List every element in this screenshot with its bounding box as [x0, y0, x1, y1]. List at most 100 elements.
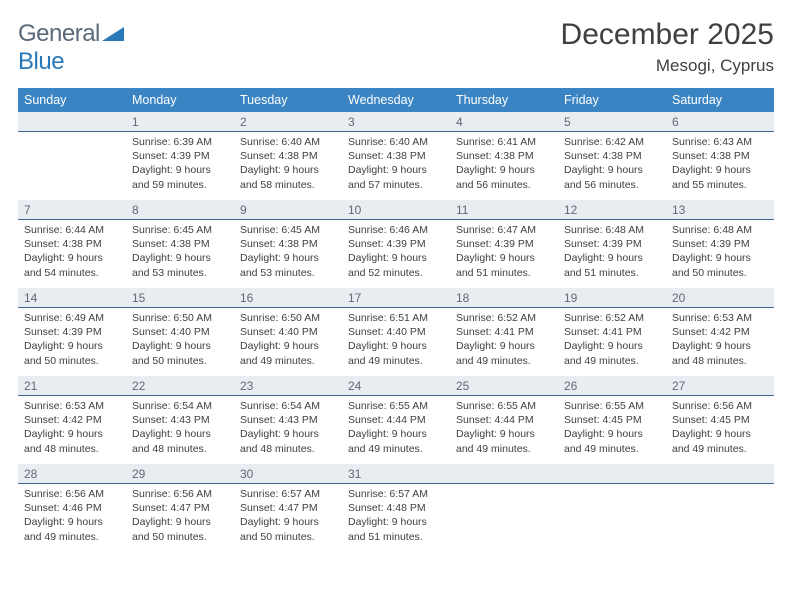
- sunrise-line: Sunrise: 6:40 AM: [348, 135, 444, 149]
- brand-part2: Blue: [18, 48, 64, 75]
- day-number-bar: 8: [126, 200, 234, 220]
- daylight-line: Daylight: 9 hours and 50 minutes.: [672, 251, 768, 279]
- sunset-line: Sunset: 4:39 PM: [456, 237, 552, 251]
- sunrise-line: Sunrise: 6:49 AM: [24, 311, 120, 325]
- day-number-bar: 15: [126, 288, 234, 308]
- day-body: Sunrise: 6:55 AMSunset: 4:44 PMDaylight:…: [450, 396, 558, 462]
- day-cell: 20Sunrise: 6:53 AMSunset: 4:42 PMDayligh…: [666, 288, 774, 376]
- header: GeneralBlue December 2025 Mesogi, Cyprus: [18, 20, 774, 76]
- day-cell: 1Sunrise: 6:39 AMSunset: 4:39 PMDaylight…: [126, 112, 234, 200]
- daylight-line: Daylight: 9 hours and 52 minutes.: [348, 251, 444, 279]
- day-cell: 9Sunrise: 6:45 AMSunset: 4:38 PMDaylight…: [234, 200, 342, 288]
- day-number-bar: 30: [234, 464, 342, 484]
- daylight-line: Daylight: 9 hours and 53 minutes.: [132, 251, 228, 279]
- day-number-bar: 6: [666, 112, 774, 132]
- day-number-bar: 23: [234, 376, 342, 396]
- day-body: Sunrise: 6:53 AMSunset: 4:42 PMDaylight:…: [666, 308, 774, 374]
- day-cell: [450, 464, 558, 552]
- day-number-bar: 1: [126, 112, 234, 132]
- daylight-line: Daylight: 9 hours and 53 minutes.: [240, 251, 336, 279]
- sunset-line: Sunset: 4:38 PM: [456, 149, 552, 163]
- day-cell: 29Sunrise: 6:56 AMSunset: 4:47 PMDayligh…: [126, 464, 234, 552]
- daylight-line: Daylight: 9 hours and 49 minutes.: [672, 427, 768, 455]
- day-cell: 15Sunrise: 6:50 AMSunset: 4:40 PMDayligh…: [126, 288, 234, 376]
- day-body: Sunrise: 6:45 AMSunset: 4:38 PMDaylight:…: [234, 220, 342, 286]
- day-cell: 5Sunrise: 6:42 AMSunset: 4:38 PMDaylight…: [558, 112, 666, 200]
- sunset-line: Sunset: 4:38 PM: [132, 237, 228, 251]
- day-cell: 17Sunrise: 6:51 AMSunset: 4:40 PMDayligh…: [342, 288, 450, 376]
- day-body: Sunrise: 6:43 AMSunset: 4:38 PMDaylight:…: [666, 132, 774, 198]
- sunrise-line: Sunrise: 6:48 AM: [564, 223, 660, 237]
- sunset-line: Sunset: 4:39 PM: [132, 149, 228, 163]
- daylight-line: Daylight: 9 hours and 57 minutes.: [348, 163, 444, 191]
- day-body: Sunrise: 6:48 AMSunset: 4:39 PMDaylight:…: [558, 220, 666, 286]
- daylight-line: Daylight: 9 hours and 50 minutes.: [132, 515, 228, 543]
- day-cell: 12Sunrise: 6:48 AMSunset: 4:39 PMDayligh…: [558, 200, 666, 288]
- daylight-line: Daylight: 9 hours and 49 minutes.: [348, 427, 444, 455]
- week-row: 21Sunrise: 6:53 AMSunset: 4:42 PMDayligh…: [18, 376, 774, 464]
- sunset-line: Sunset: 4:40 PM: [132, 325, 228, 339]
- day-body: Sunrise: 6:46 AMSunset: 4:39 PMDaylight:…: [342, 220, 450, 286]
- day-number-bar: 2: [234, 112, 342, 132]
- calendar: SundayMondayTuesdayWednesdayThursdayFrid…: [18, 88, 774, 552]
- day-number-bar: 10: [342, 200, 450, 220]
- day-body: Sunrise: 6:54 AMSunset: 4:43 PMDaylight:…: [234, 396, 342, 462]
- sunrise-line: Sunrise: 6:54 AM: [132, 399, 228, 413]
- sunset-line: Sunset: 4:43 PM: [240, 413, 336, 427]
- sunset-line: Sunset: 4:41 PM: [564, 325, 660, 339]
- day-cell: 25Sunrise: 6:55 AMSunset: 4:44 PMDayligh…: [450, 376, 558, 464]
- sunrise-line: Sunrise: 6:56 AM: [24, 487, 120, 501]
- day-cell: 3Sunrise: 6:40 AMSunset: 4:38 PMDaylight…: [342, 112, 450, 200]
- sunset-line: Sunset: 4:39 PM: [672, 237, 768, 251]
- day-cell: 4Sunrise: 6:41 AMSunset: 4:38 PMDaylight…: [450, 112, 558, 200]
- day-body: Sunrise: 6:45 AMSunset: 4:38 PMDaylight:…: [126, 220, 234, 286]
- day-body: Sunrise: 6:55 AMSunset: 4:45 PMDaylight:…: [558, 396, 666, 462]
- day-cell: 13Sunrise: 6:48 AMSunset: 4:39 PMDayligh…: [666, 200, 774, 288]
- sunset-line: Sunset: 4:40 PM: [348, 325, 444, 339]
- sunset-line: Sunset: 4:38 PM: [240, 237, 336, 251]
- daylight-line: Daylight: 9 hours and 56 minutes.: [456, 163, 552, 191]
- sunrise-line: Sunrise: 6:40 AM: [240, 135, 336, 149]
- day-cell: [18, 112, 126, 200]
- sunset-line: Sunset: 4:40 PM: [240, 325, 336, 339]
- calendar-page: GeneralBlue December 2025 Mesogi, Cyprus…: [0, 0, 792, 562]
- day-body: Sunrise: 6:48 AMSunset: 4:39 PMDaylight:…: [666, 220, 774, 286]
- dow-header: Thursday: [450, 88, 558, 112]
- daylight-line: Daylight: 9 hours and 49 minutes.: [24, 515, 120, 543]
- sunset-line: Sunset: 4:47 PM: [240, 501, 336, 515]
- day-cell: 14Sunrise: 6:49 AMSunset: 4:39 PMDayligh…: [18, 288, 126, 376]
- day-cell: 19Sunrise: 6:52 AMSunset: 4:41 PMDayligh…: [558, 288, 666, 376]
- day-cell: 30Sunrise: 6:57 AMSunset: 4:47 PMDayligh…: [234, 464, 342, 552]
- day-cell: 2Sunrise: 6:40 AMSunset: 4:38 PMDaylight…: [234, 112, 342, 200]
- day-cell: [666, 464, 774, 552]
- sunrise-line: Sunrise: 6:55 AM: [564, 399, 660, 413]
- sunrise-line: Sunrise: 6:41 AM: [456, 135, 552, 149]
- sunset-line: Sunset: 4:39 PM: [24, 325, 120, 339]
- day-number-bar: [666, 464, 774, 484]
- day-number-bar: 13: [666, 200, 774, 220]
- day-body: Sunrise: 6:47 AMSunset: 4:39 PMDaylight:…: [450, 220, 558, 286]
- daylight-line: Daylight: 9 hours and 50 minutes.: [24, 339, 120, 367]
- sunset-line: Sunset: 4:48 PM: [348, 501, 444, 515]
- sunrise-line: Sunrise: 6:53 AM: [24, 399, 120, 413]
- day-body: Sunrise: 6:56 AMSunset: 4:47 PMDaylight:…: [126, 484, 234, 550]
- day-number-bar: [558, 464, 666, 484]
- sunrise-line: Sunrise: 6:39 AM: [132, 135, 228, 149]
- day-cell: 23Sunrise: 6:54 AMSunset: 4:43 PMDayligh…: [234, 376, 342, 464]
- daylight-line: Daylight: 9 hours and 56 minutes.: [564, 163, 660, 191]
- daylight-line: Daylight: 9 hours and 51 minutes.: [564, 251, 660, 279]
- brand-text: GeneralBlue: [18, 20, 124, 76]
- day-cell: 21Sunrise: 6:53 AMSunset: 4:42 PMDayligh…: [18, 376, 126, 464]
- day-body: Sunrise: 6:49 AMSunset: 4:39 PMDaylight:…: [18, 308, 126, 374]
- day-body: Sunrise: 6:56 AMSunset: 4:45 PMDaylight:…: [666, 396, 774, 462]
- week-row: 28Sunrise: 6:56 AMSunset: 4:46 PMDayligh…: [18, 464, 774, 552]
- day-body: Sunrise: 6:44 AMSunset: 4:38 PMDaylight:…: [18, 220, 126, 286]
- daylight-line: Daylight: 9 hours and 50 minutes.: [132, 339, 228, 367]
- sunset-line: Sunset: 4:42 PM: [672, 325, 768, 339]
- day-number-bar: 17: [342, 288, 450, 308]
- day-cell: 22Sunrise: 6:54 AMSunset: 4:43 PMDayligh…: [126, 376, 234, 464]
- dow-header: Sunday: [18, 88, 126, 112]
- daylight-line: Daylight: 9 hours and 49 minutes.: [564, 339, 660, 367]
- day-number-bar: 26: [558, 376, 666, 396]
- day-number-bar: 28: [18, 464, 126, 484]
